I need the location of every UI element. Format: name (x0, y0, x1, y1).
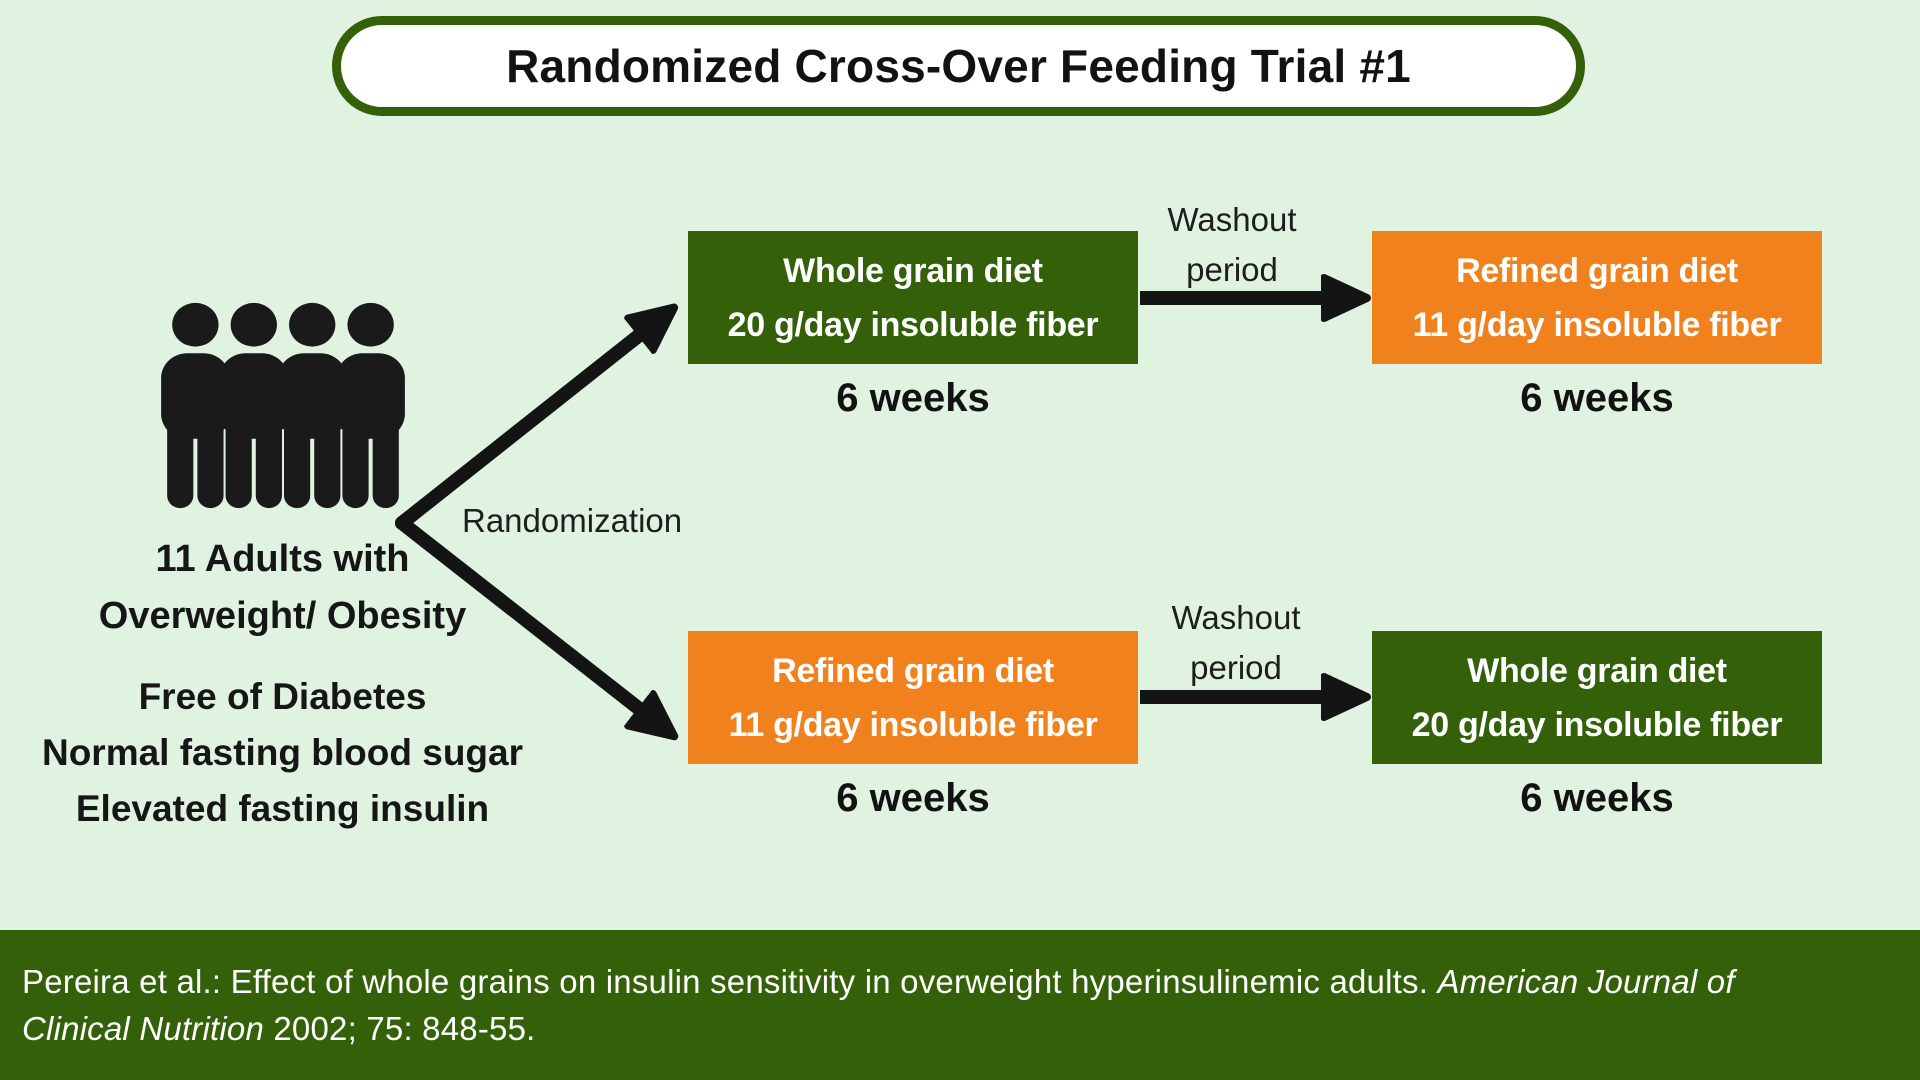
participants-icon-group (145, 301, 421, 510)
diet-box-whole-grain-first: Whole grain diet 20 g/day insoluble fibe… (688, 231, 1138, 364)
diet-box-refined-grain-second: Refined grain diet 11 g/day insoluble fi… (1372, 231, 1822, 364)
diet-box-title: Whole grain diet (1467, 651, 1727, 690)
diet-box-whole-grain-second: Whole grain diet 20 g/day insoluble fibe… (1372, 631, 1822, 764)
criteria-item: Normal fasting blood sugar (41, 732, 524, 773)
citation-text: Pereira et al.: Effect of whole grains o… (0, 930, 1920, 1052)
population-line1: 11 Adults with (155, 538, 410, 580)
washout-label-top: Washout period (1112, 195, 1352, 295)
people-icon (161, 302, 405, 509)
population-label: 11 Adults with Overweight/ Obesity (10, 531, 555, 645)
diet-box-title: Refined grain diet (772, 651, 1054, 690)
criteria-item: Free of Diabetes (138, 676, 427, 717)
diet-box-refined-grain-first: Refined grain diet 11 g/day insoluble fi… (688, 631, 1138, 764)
population-criteria: Free of Diabetes Normal fasting blood su… (10, 669, 555, 837)
diet-box-subtitle: 11 g/day insoluble fiber (1412, 305, 1782, 344)
diet-box-subtitle: 20 g/day insoluble fiber (1411, 705, 1783, 744)
duration-label: 6 weeks (1520, 376, 1674, 420)
criteria-item: Elevated fasting insulin (75, 788, 490, 829)
diet-box-subtitle: 20 g/day insoluble fiber (727, 305, 1099, 344)
randomization-arrow-up (395, 333, 642, 530)
diet-box-title: Whole grain diet (783, 251, 1043, 290)
randomization-label: Randomization (462, 502, 683, 539)
diet-box-title: Refined grain diet (1456, 251, 1738, 290)
duration-label: 6 weeks (1520, 776, 1674, 820)
washout-line2: period (1186, 251, 1278, 288)
page-title: Randomized Cross-Over Feeding Trial #1 (506, 40, 1411, 92)
citation-regular-1: Pereira et al.: Effect of whole grains o… (22, 963, 1438, 1000)
title-banner: Randomized Cross-Over Feeding Trial #1 (332, 16, 1585, 116)
citation-italic-2: Clinical Nutrition (22, 1010, 265, 1047)
washout-line1: Washout (1171, 599, 1301, 636)
duration-label: 6 weeks (836, 376, 990, 420)
washout-label-bottom: Washout period (1116, 593, 1356, 693)
citation-regular-2: 2002; 75: 848-55. (264, 1010, 536, 1047)
washout-line2: period (1190, 649, 1282, 686)
population-line2: Overweight/ Obesity (98, 595, 467, 637)
citation-bar: Pereira et al.: Effect of whole grains o… (0, 930, 1920, 1080)
duration-label: 6 weeks (836, 776, 990, 820)
diet-box-subtitle: 11 g/day insoluble fiber (728, 705, 1098, 744)
washout-line1: Washout (1167, 201, 1297, 238)
citation-italic-1: American Journal of (1437, 963, 1735, 1000)
